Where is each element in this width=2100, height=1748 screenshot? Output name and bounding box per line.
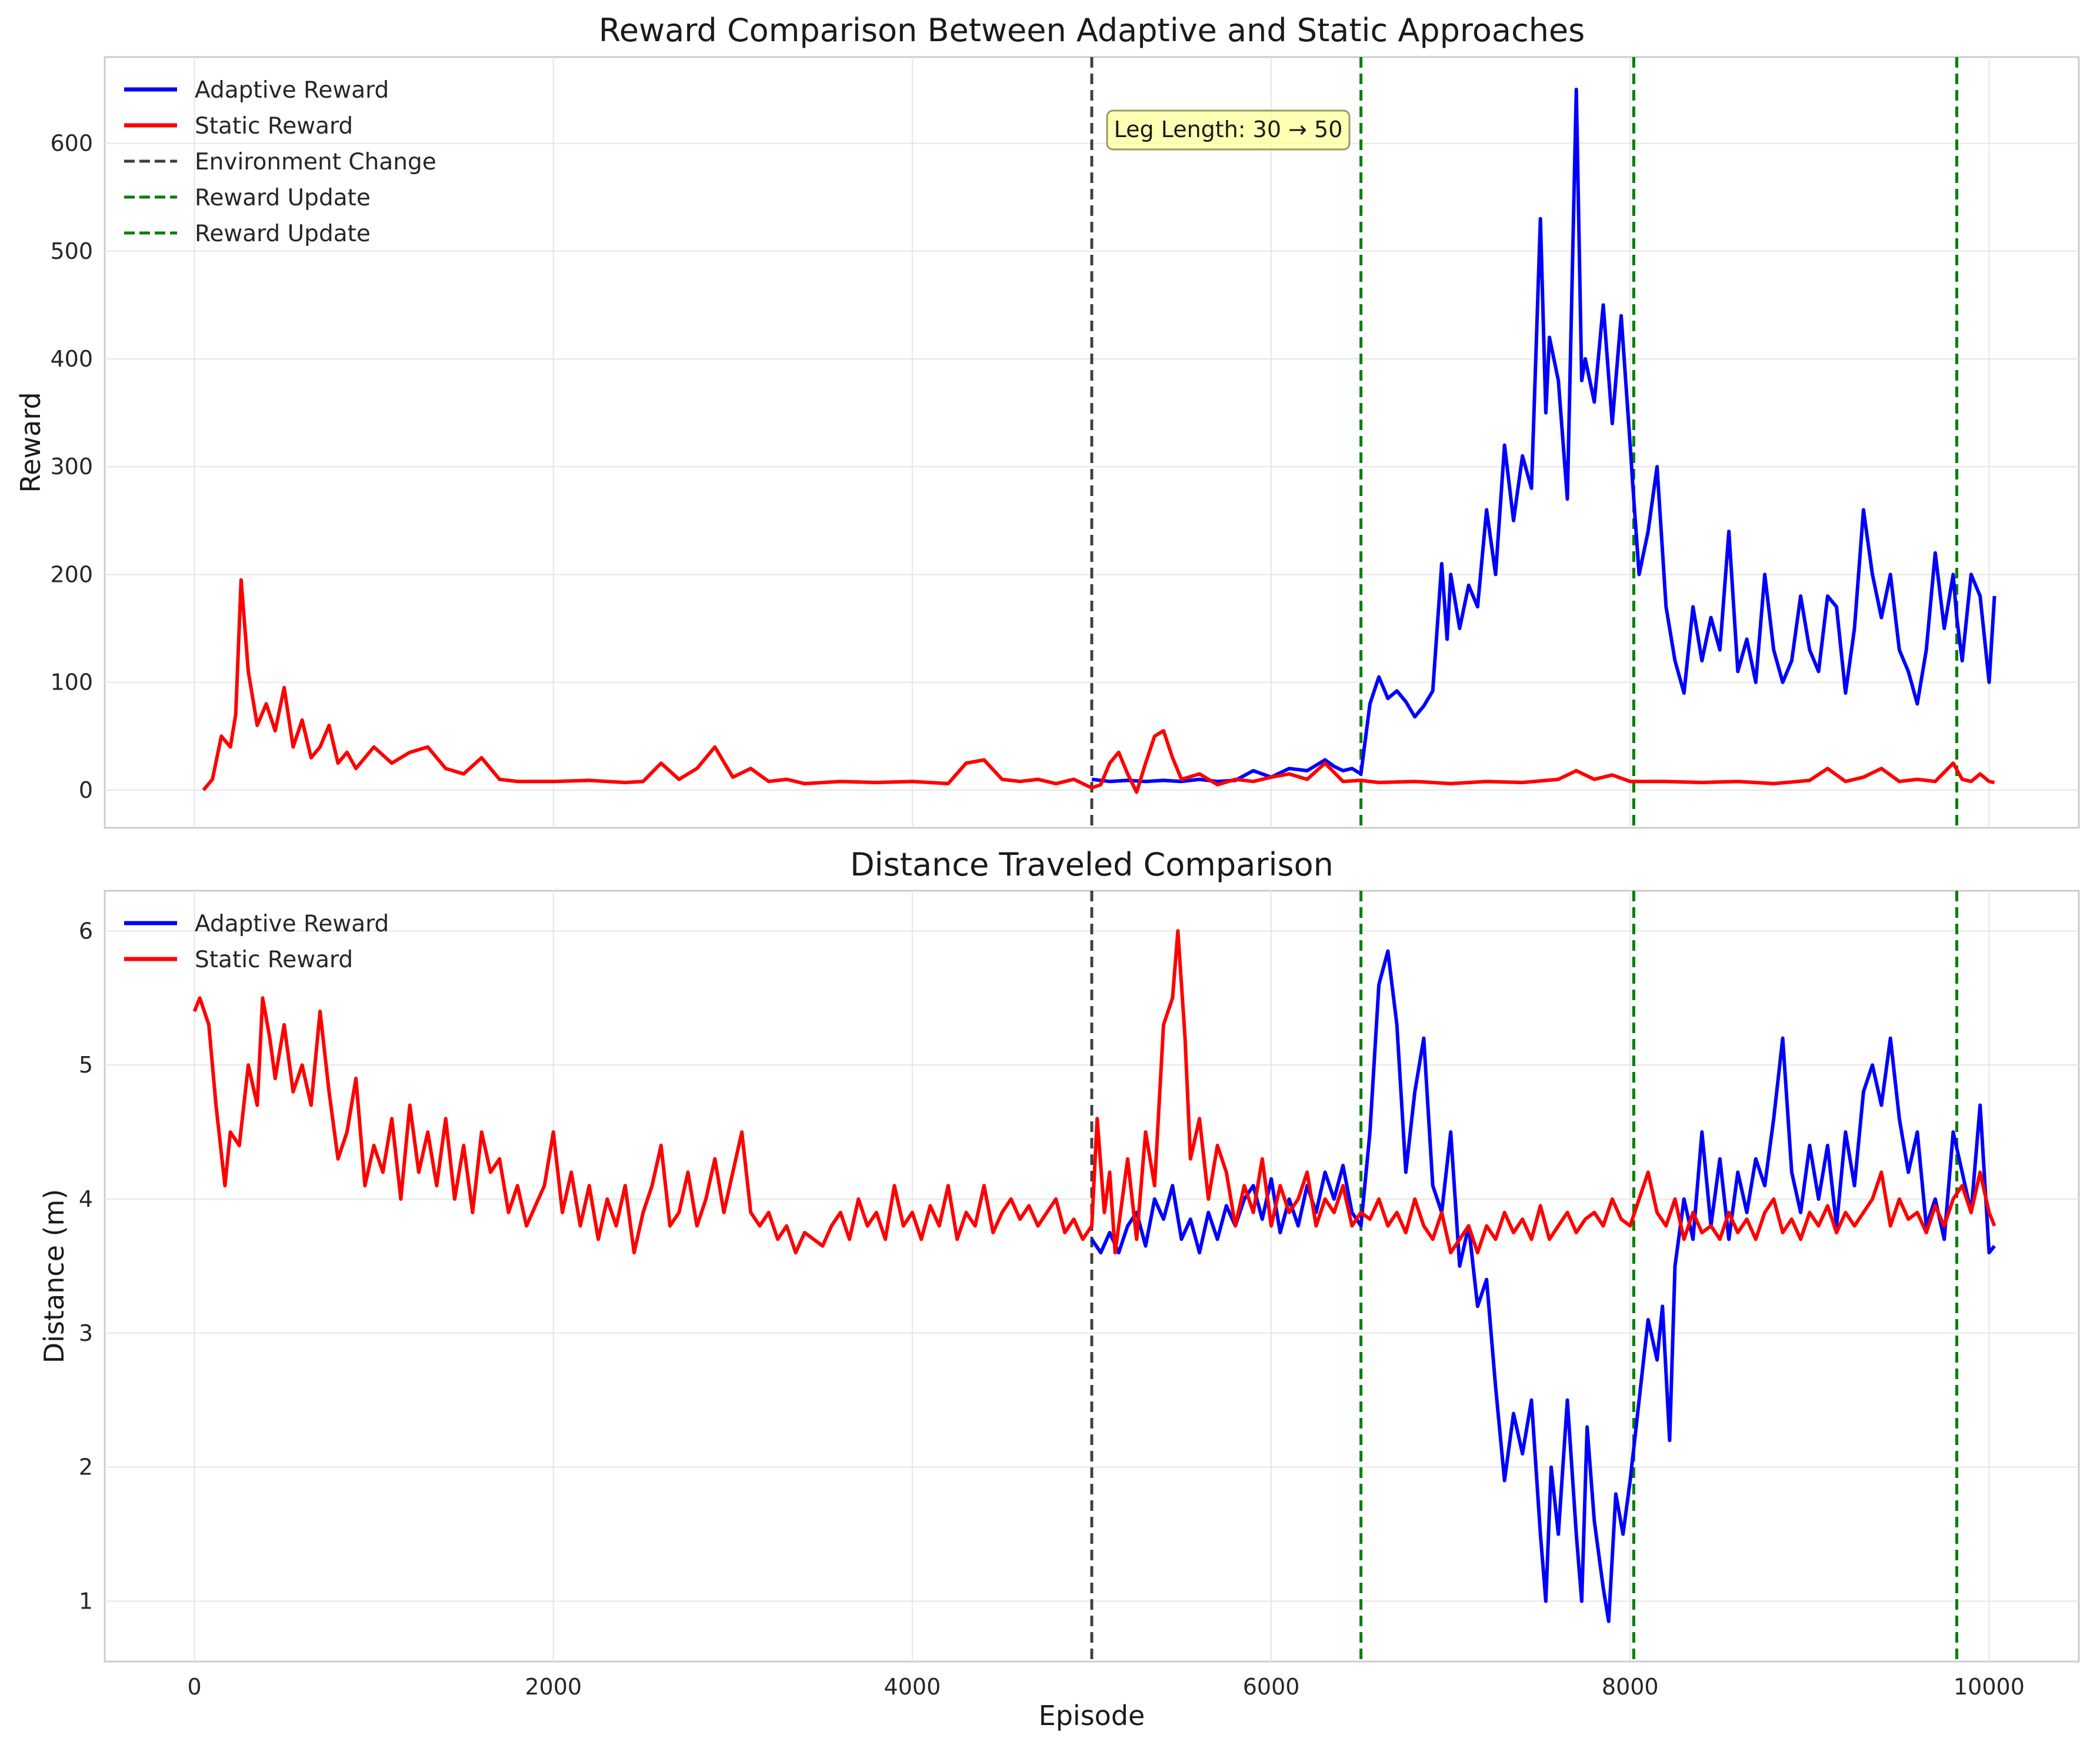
x-tick-label: 0 bbox=[187, 1674, 201, 1700]
legend-label: Environment Change bbox=[195, 149, 436, 175]
series-line-adaptive-reward bbox=[1090, 949, 1996, 1623]
reward-y-ticks: 0 100 200 300 400 500 600 bbox=[50, 131, 93, 803]
series-line-static-reward bbox=[192, 929, 1996, 1255]
y-tick-label: 1 bbox=[79, 1588, 93, 1614]
legend-label: Reward Update bbox=[195, 185, 371, 211]
reward-vlines bbox=[1090, 57, 1959, 828]
y-tick-label: 200 bbox=[50, 561, 93, 587]
annotation-text: Leg Length: 30 → 50 bbox=[1114, 116, 1343, 142]
annotation-box bbox=[1106, 109, 1351, 151]
reward-y-axis-label: Reward bbox=[15, 392, 46, 492]
reward-legend: Adaptive Reward Static Reward Environment … bbox=[124, 77, 436, 247]
y-tick-label: 600 bbox=[50, 131, 93, 157]
y-tick-label: 0 bbox=[79, 777, 93, 803]
y-tick-label: 500 bbox=[50, 238, 93, 264]
legend-label: Static Reward bbox=[195, 947, 353, 973]
y-tick-label: 2 bbox=[79, 1454, 93, 1480]
x-tick-label: 2000 bbox=[525, 1674, 582, 1700]
reward-panel: 0 100 200 300 400 500 600 Reward Comparison Be… bbox=[15, 12, 2080, 829]
distance-x-ticks: 0 2000 4000 6000 8000 10000 bbox=[187, 1674, 2024, 1700]
distance-panel: 1 2 3 4 5 6 0 2000 4000 6000 8000 10000 Distance T… bbox=[38, 846, 2080, 1732]
distance-chart-title: Distance Traveled Comparison bbox=[850, 846, 1334, 883]
reward-annotation: Leg Length: 30 → 50 bbox=[1106, 109, 1351, 151]
series-line-static-reward bbox=[202, 578, 1995, 794]
distance-x-axis-label: Episode bbox=[1039, 1700, 1145, 1732]
y-tick-label: 400 bbox=[50, 346, 93, 372]
series-line-adaptive-reward bbox=[1091, 88, 1996, 784]
reward-series bbox=[202, 88, 1996, 794]
legend-label: Adaptive Reward bbox=[195, 911, 389, 937]
y-tick-label: 3 bbox=[79, 1320, 93, 1346]
distance-y-ticks: 1 2 3 4 5 6 bbox=[79, 918, 93, 1614]
y-tick-label: 5 bbox=[79, 1052, 93, 1078]
distance-series bbox=[192, 929, 1996, 1623]
distance-legend: Adaptive Reward Static Reward bbox=[124, 911, 389, 973]
x-tick-label: 4000 bbox=[884, 1674, 941, 1700]
distance-y-axis-label: Distance (m) bbox=[38, 1189, 70, 1363]
y-tick-label: 300 bbox=[50, 454, 93, 480]
legend-label: Reward Update bbox=[195, 221, 371, 247]
y-tick-label: 4 bbox=[79, 1186, 93, 1212]
y-tick-label: 6 bbox=[79, 918, 93, 944]
distance-vlines bbox=[1090, 891, 1959, 1662]
x-tick-label: 8000 bbox=[1602, 1674, 1659, 1700]
reward-chart-title: Reward Comparison Between Adaptive and S… bbox=[599, 12, 1585, 49]
x-tick-label: 6000 bbox=[1243, 1674, 1300, 1700]
legend-label: Adaptive Reward bbox=[195, 77, 389, 104]
legend-label: Static Reward bbox=[195, 113, 353, 139]
x-tick-label: 10000 bbox=[1954, 1674, 2025, 1700]
y-tick-label: 100 bbox=[50, 670, 93, 695]
